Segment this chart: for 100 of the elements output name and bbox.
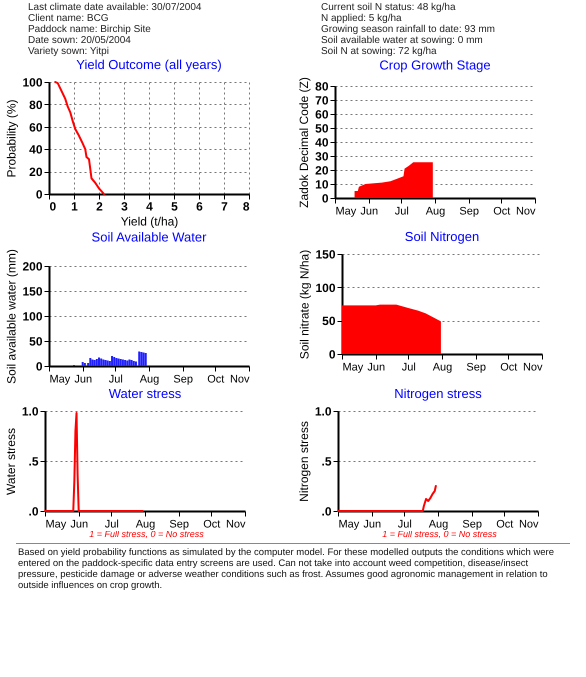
x-tick-label: 3 — [121, 200, 128, 214]
text: Soil available water at sowing: 0 mm — [321, 35, 483, 46]
chart-title: Soil Available Water — [92, 230, 208, 245]
y-tick-label: 100 — [22, 76, 43, 90]
x-tick-label: Aug — [136, 518, 156, 530]
y-tick-label: 1.0 — [314, 404, 332, 418]
x-tick-label: Aug — [140, 374, 160, 386]
chart-title: Soil Nitrogen — [404, 229, 480, 244]
chart-title: Crop Growth Stage — [379, 58, 491, 73]
text: Soil N at sowing: 72 kg/ha — [321, 46, 437, 57]
y-tick-label: 40 — [315, 136, 329, 150]
x-tick-label: Sep — [173, 374, 193, 386]
y-tick-label: .5 — [28, 454, 39, 468]
y-axis-title: Water stress — [4, 428, 18, 495]
text: Based on yield probability functions as simulated by the computer model. For these modelled outputs the conditions which were entered on the paddock-specific data entry screens are used. Can not take into account weed competition, disease/insect pressure, pesticide damage or adverse weather conditions such as frost. Assumes good agronomic management in relation to outside influences on crop growth. — [17, 546, 555, 591]
x-tick-label: Sep — [466, 362, 486, 374]
x-tick-label: Nov — [516, 206, 536, 218]
y-axis-title: Zadok Decimal Code (Z) — [297, 77, 312, 208]
y-tick-label: .5 — [321, 454, 332, 468]
y-tick-label: 80 — [315, 80, 329, 94]
y-axis-title: Nitrogen stress — [296, 421, 311, 502]
chart-title: Water stress — [108, 386, 182, 401]
y-tick-label: 50 — [315, 122, 329, 136]
text: Date sown: 20/05/2004 — [28, 35, 131, 46]
x-tick-label: 8 — [242, 200, 250, 214]
x-tick-label: Oct — [500, 362, 518, 374]
x-tick-label: Jul — [394, 206, 409, 218]
x-tick-label: May — [336, 206, 357, 218]
x-tick-label: Sep — [169, 518, 189, 530]
x-tick-label: Aug — [426, 206, 446, 218]
x-tick-label: Jul — [402, 362, 416, 374]
text: Client name: BCG — [28, 13, 109, 24]
y-tick-label: 1.0 — [22, 404, 39, 418]
chart-title: Nitrogen stress — [394, 386, 482, 401]
x-tick-label: Jul — [108, 374, 123, 386]
y-tick-label: 150 — [315, 248, 336, 262]
x-tick-label: Oct — [493, 206, 510, 218]
y-tick-label: 100 — [22, 310, 43, 324]
y-tick-label: 30 — [315, 150, 329, 164]
x-tick-label: Jun — [70, 518, 88, 530]
text: Last climate date available: 30/07/2004 — [28, 2, 202, 13]
y-tick-label: 80 — [29, 98, 43, 112]
x-tick-label: Oct — [203, 518, 220, 530]
x-tick-label: Sep — [462, 518, 482, 530]
x-tick-label: Aug — [432, 362, 452, 374]
x-tick-label: Nov — [522, 362, 543, 374]
y-tick-label: 200 — [22, 260, 43, 274]
x-tick-label: Jul — [104, 518, 119, 530]
x-tick-label: 4 — [146, 200, 154, 214]
y-tick-label: 20 — [315, 164, 329, 178]
y-tick-label: 20 — [29, 165, 43, 180]
x-tick-label: 2 — [96, 200, 104, 214]
y-tick-label: 100 — [315, 280, 336, 295]
x-tick-label: May — [50, 374, 71, 386]
text: 1 = Full stress, 0 = No stress — [381, 529, 498, 539]
x-tick-label: Aug — [428, 518, 448, 530]
y-tick-label: 70 — [315, 94, 329, 108]
x-tick-label: May — [338, 518, 360, 530]
y-tick-label: 150 — [22, 284, 43, 298]
x-tick-label: 6 — [196, 200, 204, 214]
x-tick-label: 0 — [50, 200, 56, 214]
y-axis-title: Soil nitrate (kg N/ha) — [297, 250, 312, 360]
x-tick-label: Oct — [207, 374, 224, 386]
y-tick-label: .0 — [321, 504, 332, 518]
x-tick-label: 7 — [221, 200, 228, 214]
text: Growing season rainfall to date: 93 mm — [321, 24, 495, 35]
x-tick-label: 5 — [171, 200, 178, 214]
x-tick-label: Nov — [230, 374, 250, 386]
text: 1 = Full stress, 0 = No stress — [88, 529, 205, 539]
y-axis-title: Probability (%) — [4, 99, 18, 178]
x-tick-label: Oct — [496, 518, 514, 530]
x-tick-label: Nov — [226, 518, 246, 530]
x-tick-label: May — [342, 362, 364, 374]
x-tick-label: Jul — [398, 518, 412, 530]
x-tick-label: 1 — [71, 200, 78, 214]
line-series — [337, 485, 437, 512]
y-tick-label: 0 — [328, 348, 336, 362]
x-tick-label: Nov — [518, 518, 539, 530]
chart-title: Yield Outcome (all years) — [76, 57, 222, 72]
y-tick-label: .0 — [28, 504, 39, 518]
y-tick-label: 50 — [29, 334, 43, 348]
text: N applied: 5 kg/ha — [321, 13, 402, 24]
text: Paddock name: Birchip Site — [28, 24, 151, 35]
x-tick-label: Jun — [74, 374, 92, 386]
text: Variety sown: Yitpi — [28, 46, 109, 57]
x-tick-label: Jun — [367, 362, 386, 374]
x-tick-label: May — [46, 518, 67, 530]
x-axis-title: Yield (t/ha) — [120, 214, 178, 228]
y-tick-label: 60 — [29, 120, 43, 134]
x-tick-label: Jun — [363, 518, 382, 530]
y-tick-label: 60 — [315, 108, 329, 122]
y-tick-label: 40 — [29, 142, 43, 157]
y-tick-label: 50 — [322, 314, 336, 328]
y-tick-label: 10 — [315, 178, 329, 192]
y-tick-label: 0 — [36, 188, 43, 202]
text: Current soil N status: 48 kg/ha — [321, 2, 456, 13]
x-tick-label: Jun — [360, 206, 378, 218]
x-tick-label: Sep — [459, 206, 479, 218]
line-series — [54, 81, 105, 195]
y-axis-title: Soil available water (mm) — [4, 249, 18, 384]
